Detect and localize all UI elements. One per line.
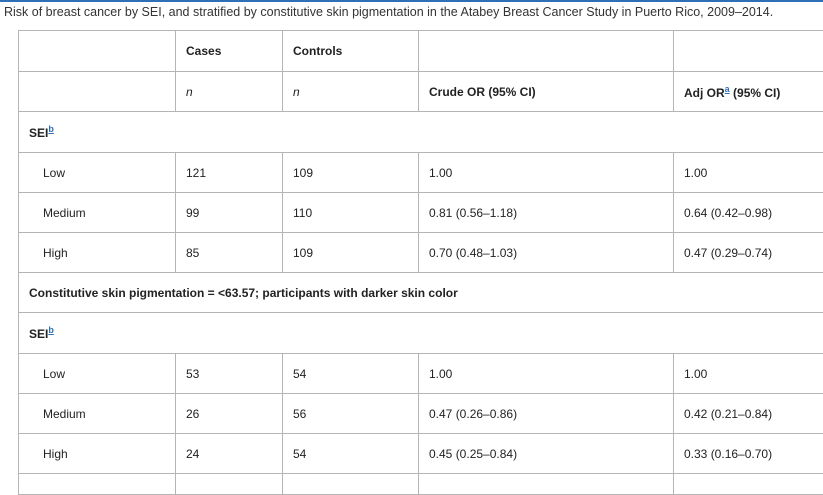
header-empty-cell bbox=[419, 31, 674, 72]
cases-value: 53 bbox=[176, 354, 283, 394]
sei-label: SEIb bbox=[19, 112, 823, 153]
header-controls: Controls bbox=[283, 31, 419, 72]
table-caption: Risk of breast cancer by SEI, and strati… bbox=[4, 5, 773, 19]
cases-value: 85 bbox=[176, 233, 283, 273]
empty-cell bbox=[176, 474, 283, 495]
header-row-2: n n Crude OR (95% CI) Adj ORa (95% CI) bbox=[19, 72, 823, 112]
controls-value: 54 bbox=[283, 354, 419, 394]
empty-cell bbox=[674, 474, 823, 495]
header-crude-or: Crude OR (95% CI) bbox=[419, 72, 674, 112]
header-n-cases: n bbox=[176, 72, 283, 112]
footnote-b-link[interactable]: b bbox=[48, 325, 54, 335]
adj-or-value: 0.64 (0.42–0.98) bbox=[674, 193, 823, 233]
adj-or-text: Adj OR bbox=[684, 86, 725, 100]
top-accent-line bbox=[0, 0, 823, 2]
adj-or-value: 0.42 (0.21–0.84) bbox=[674, 394, 823, 434]
table-row: High 85 109 0.70 (0.48–1.03) 0.47 (0.29–… bbox=[19, 233, 823, 273]
header-row-1: Cases Controls bbox=[19, 31, 823, 72]
controls-value: 109 bbox=[283, 153, 419, 193]
adj-or-ci-text: (95% CI) bbox=[730, 86, 781, 100]
table-row: Low 121 109 1.00 1.00 bbox=[19, 153, 823, 193]
controls-value: 110 bbox=[283, 193, 419, 233]
risk-table: Cases Controls n n Crude OR (95% CI) Adj… bbox=[18, 30, 823, 495]
adj-or-value: 1.00 bbox=[674, 354, 823, 394]
empty-cell bbox=[419, 474, 674, 495]
footnote-b-link[interactable]: b bbox=[48, 124, 54, 134]
adj-or-value: 1.00 bbox=[674, 153, 823, 193]
row-label: Low bbox=[19, 354, 176, 394]
row-label: Low bbox=[19, 153, 176, 193]
sei-label: SEIb bbox=[19, 313, 823, 354]
header-n-controls: n bbox=[283, 72, 419, 112]
row-label: High bbox=[19, 233, 176, 273]
row-label: Medium bbox=[19, 394, 176, 434]
header-empty-cell bbox=[19, 72, 176, 112]
adj-or-value: 0.33 (0.16–0.70) bbox=[674, 434, 823, 474]
header-adj-or: Adj ORa (95% CI) bbox=[674, 72, 823, 112]
adj-or-value: 0.47 (0.29–0.74) bbox=[674, 233, 823, 273]
table-row: Medium 26 56 0.47 (0.26–0.86) 0.42 (0.21… bbox=[19, 394, 823, 434]
row-label: Medium bbox=[19, 193, 176, 233]
controls-value: 109 bbox=[283, 233, 419, 273]
header-empty-cell bbox=[674, 31, 823, 72]
table-row-partial bbox=[19, 474, 823, 495]
section1-sei-row: SEIb bbox=[19, 112, 823, 153]
controls-value: 54 bbox=[283, 434, 419, 474]
cases-value: 99 bbox=[176, 193, 283, 233]
table-row: Medium 99 110 0.81 (0.56–1.18) 0.64 (0.4… bbox=[19, 193, 823, 233]
crude-or-value: 0.47 (0.26–0.86) bbox=[419, 394, 674, 434]
crude-or-value: 0.81 (0.56–1.18) bbox=[419, 193, 674, 233]
section-title: Constitutive skin pigmentation = <63.57;… bbox=[19, 273, 823, 313]
crude-or-value: 0.70 (0.48–1.03) bbox=[419, 233, 674, 273]
row-label: High bbox=[19, 434, 176, 474]
section2-title-row: Constitutive skin pigmentation = <63.57;… bbox=[19, 273, 823, 313]
controls-value: 56 bbox=[283, 394, 419, 434]
section2-sei-row: SEIb bbox=[19, 313, 823, 354]
table-row: Low 53 54 1.00 1.00 bbox=[19, 354, 823, 394]
empty-cell bbox=[283, 474, 419, 495]
cases-value: 26 bbox=[176, 394, 283, 434]
crude-or-value: 1.00 bbox=[419, 153, 674, 193]
empty-cell bbox=[19, 474, 176, 495]
cases-value: 121 bbox=[176, 153, 283, 193]
crude-or-value: 1.00 bbox=[419, 354, 674, 394]
crude-or-value: 0.45 (0.25–0.84) bbox=[419, 434, 674, 474]
header-cases: Cases bbox=[176, 31, 283, 72]
table-row: High 24 54 0.45 (0.25–0.84) 0.33 (0.16–0… bbox=[19, 434, 823, 474]
header-empty-cell bbox=[19, 31, 176, 72]
cases-value: 24 bbox=[176, 434, 283, 474]
